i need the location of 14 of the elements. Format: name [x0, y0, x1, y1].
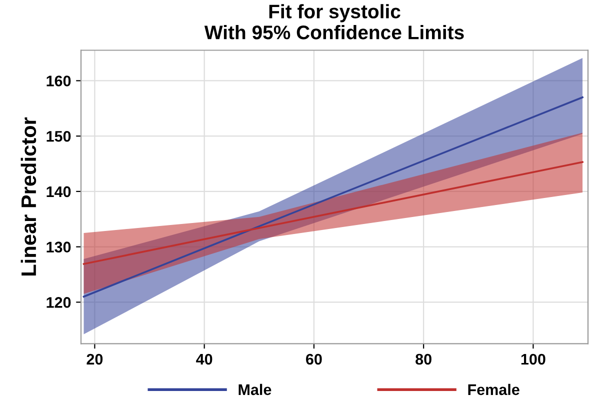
y-tick-label: 130	[46, 242, 71, 253]
chart-title: Fit for systolic With 95% Confidence Limits	[204, 4, 464, 40]
x-tick-label: 100	[521, 354, 546, 365]
y-tick-label: 120	[46, 297, 71, 308]
legend-label: Female	[468, 384, 520, 396]
x-tick-label: 60	[306, 354, 322, 365]
y-tick-label: 160	[46, 76, 71, 86]
legend-label: Male	[238, 384, 272, 396]
x-tick-label: 80	[416, 354, 432, 365]
x-tick-label: 20	[86, 354, 103, 365]
y-axis-title: Linear Predictor	[20, 117, 36, 276]
y-tick-label: 150	[46, 130, 71, 142]
x-tick-label: 40	[196, 354, 212, 365]
y-tick-label: 140	[46, 186, 71, 198]
